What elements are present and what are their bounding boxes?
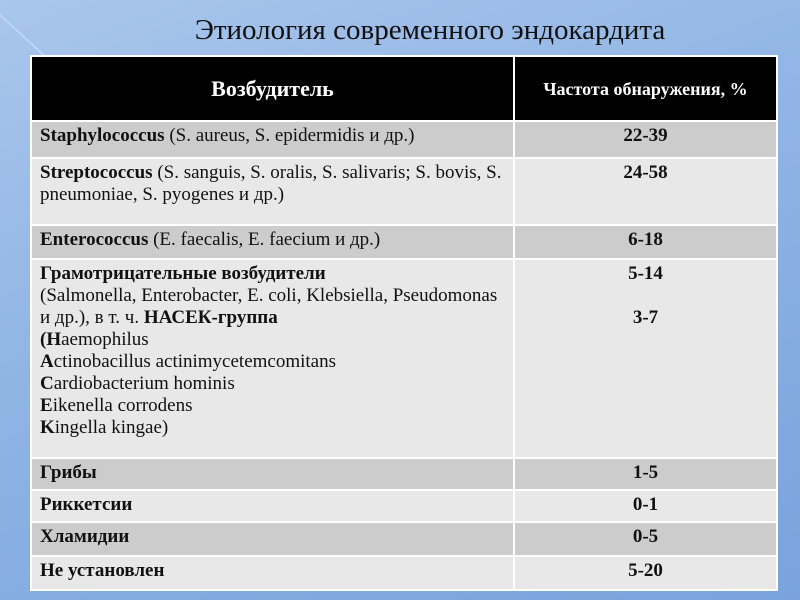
- table-row: Риккетсии 0-1: [30, 489, 778, 523]
- header-frequency: Частота обнаружения, %: [513, 55, 778, 122]
- frequency-cell: 0-5: [513, 521, 778, 557]
- pathogen-cell: Не установлен: [30, 555, 515, 591]
- pathogen-cell: Staphylococcus (S. aureus, S. epidermidi…: [30, 120, 515, 159]
- pathogen-cell: Грибы: [30, 457, 515, 491]
- table-row: Staphylococcus (S. aureus, S. epidermidi…: [30, 120, 778, 159]
- etiology-table: Возбудитель Частота обнаружения, % Staph…: [30, 55, 778, 591]
- table-row: Enterococcus (E. faecalis, E. faecium и …: [30, 224, 778, 260]
- pathogen-cell: Enterococcus (E. faecalis, E. faecium и …: [30, 224, 515, 260]
- table-row: Не установлен 5-20: [30, 555, 778, 591]
- frequency-cell: 5-14 3-7: [513, 258, 778, 459]
- header-pathogen: Возбудитель: [30, 55, 515, 122]
- table-header: Возбудитель Частота обнаружения, %: [30, 55, 778, 122]
- pathogen-cell: Хламидии: [30, 521, 515, 557]
- frequency-cell: 22-39: [513, 120, 778, 159]
- table-row: Хламидии 0-5: [30, 521, 778, 557]
- frequency-cell: 24-58: [513, 157, 778, 226]
- table-row: Streptococcus (S. sanguis, S. oralis, S.…: [30, 157, 778, 226]
- pathogen-cell: Streptococcus (S. sanguis, S. oralis, S.…: [30, 157, 515, 226]
- frequency-cell: 6-18: [513, 224, 778, 260]
- table-row: Грибы 1-5: [30, 457, 778, 491]
- frequency-cell: 0-1: [513, 489, 778, 523]
- slide-title: Этиология современного эндокардита: [194, 14, 666, 46]
- frequency-cell: 1-5: [513, 457, 778, 491]
- pathogen-cell: Грамотрицательные возбудители (Salmonella…: [30, 258, 515, 459]
- pathogen-cell: Риккетсии: [30, 489, 515, 523]
- table-row: Грамотрицательные возбудители (Salmonella…: [30, 258, 778, 459]
- frequency-cell: 5-20: [513, 555, 778, 591]
